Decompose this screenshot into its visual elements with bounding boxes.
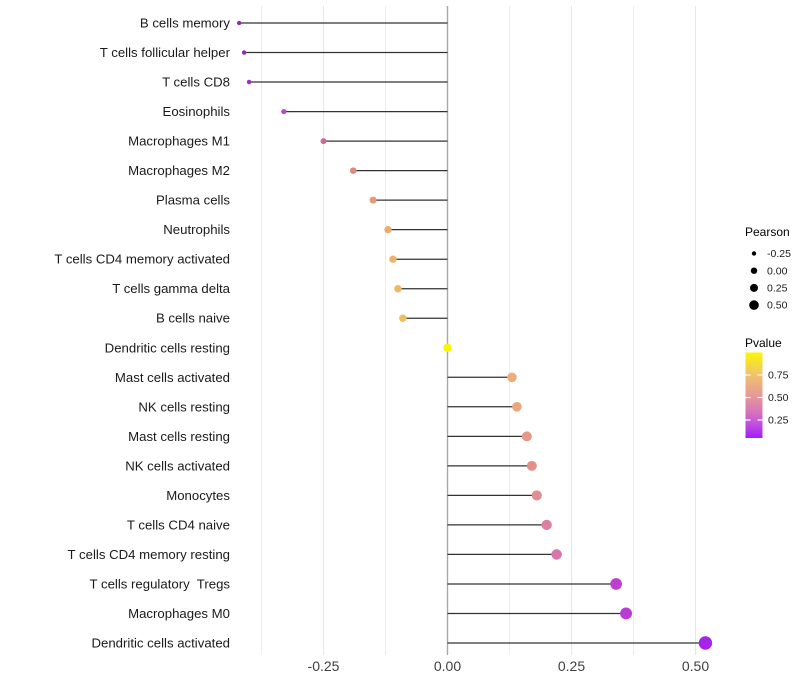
color-legend-label: 0.50 bbox=[768, 392, 789, 404]
data-point-20 bbox=[610, 578, 622, 590]
size-legend-dot bbox=[749, 300, 759, 310]
size-legend-dot bbox=[750, 283, 758, 292]
y-axis-label: Plasma cells bbox=[156, 193, 230, 208]
y-axis-label: T cells CD8 bbox=[162, 75, 230, 90]
x-axis-tick-label: 0.25 bbox=[558, 658, 585, 674]
data-point-19 bbox=[551, 549, 562, 560]
color-legend-label: 0.75 bbox=[768, 370, 789, 382]
y-axis-label: T cells CD4 memory activated bbox=[54, 252, 230, 267]
y-axis-label: B cells memory bbox=[140, 16, 231, 31]
data-point-22 bbox=[698, 636, 713, 650]
pvalue-gradient-bar bbox=[745, 352, 763, 438]
data-point-8 bbox=[384, 226, 392, 234]
x-axis-tick-label: 0.00 bbox=[434, 658, 461, 674]
y-axis-label: Dendritic cells resting bbox=[105, 340, 230, 355]
y-axis-label: T cells follicular helper bbox=[100, 45, 231, 60]
size-legend-title: Pearson bbox=[745, 225, 790, 239]
y-axis-label: T cells CD4 naive bbox=[127, 517, 230, 532]
data-point-4 bbox=[281, 108, 287, 115]
y-axis-label: T cells regulatory Tregs bbox=[90, 576, 231, 591]
data-point-21 bbox=[620, 607, 632, 620]
y-axis-label: NK cells resting bbox=[138, 399, 230, 414]
data-point-16 bbox=[526, 460, 537, 471]
data-point-15 bbox=[521, 431, 532, 442]
data-point-12 bbox=[443, 343, 452, 352]
y-axis-label: Macrophages M1 bbox=[128, 134, 230, 149]
y-axis-label: Macrophages M0 bbox=[128, 606, 230, 621]
data-point-17 bbox=[531, 490, 542, 501]
data-point-1 bbox=[236, 20, 242, 26]
y-axis-label: Eosinophils bbox=[163, 104, 231, 119]
data-point-2 bbox=[241, 50, 247, 55]
size-legend-dot bbox=[751, 251, 757, 256]
size-legend-dot bbox=[750, 267, 758, 274]
y-axis-label: T cells gamma delta bbox=[112, 281, 230, 296]
data-point-6 bbox=[349, 167, 357, 174]
y-axis-label: Mast cells activated bbox=[115, 370, 230, 385]
y-axis-label: Dendritic cells activated bbox=[91, 636, 230, 651]
y-axis-label: Mast cells resting bbox=[128, 429, 230, 444]
data-point-10 bbox=[394, 284, 402, 293]
y-axis-label: Monocytes bbox=[166, 488, 230, 503]
y-axis-label: T cells CD4 memory resting bbox=[68, 547, 230, 562]
y-axis-label: Neutrophils bbox=[163, 222, 230, 237]
data-point-13 bbox=[507, 372, 517, 383]
data-point-5 bbox=[320, 138, 327, 145]
size-legend-label: 0.00 bbox=[767, 265, 788, 277]
data-point-9 bbox=[389, 255, 397, 263]
y-axis-label: B cells naive bbox=[156, 311, 230, 326]
y-axis-label: NK cells activated bbox=[125, 458, 230, 473]
data-point-11 bbox=[399, 314, 407, 323]
data-point-18 bbox=[541, 519, 552, 531]
color-legend-label: 0.25 bbox=[768, 415, 789, 427]
data-point-14 bbox=[512, 401, 522, 412]
data-point-7 bbox=[369, 196, 377, 204]
color-legend-title: Pvalue bbox=[745, 336, 782, 350]
data-point-3 bbox=[246, 79, 252, 85]
x-axis-tick-label: -0.25 bbox=[308, 658, 340, 674]
x-axis-tick-label: 0.50 bbox=[682, 658, 709, 674]
size-legend-label: 0.50 bbox=[767, 300, 788, 312]
size-legend-label: 0.25 bbox=[767, 283, 788, 295]
size-legend-label: -0.25 bbox=[767, 248, 791, 260]
y-axis-label: Macrophages M2 bbox=[128, 163, 230, 178]
